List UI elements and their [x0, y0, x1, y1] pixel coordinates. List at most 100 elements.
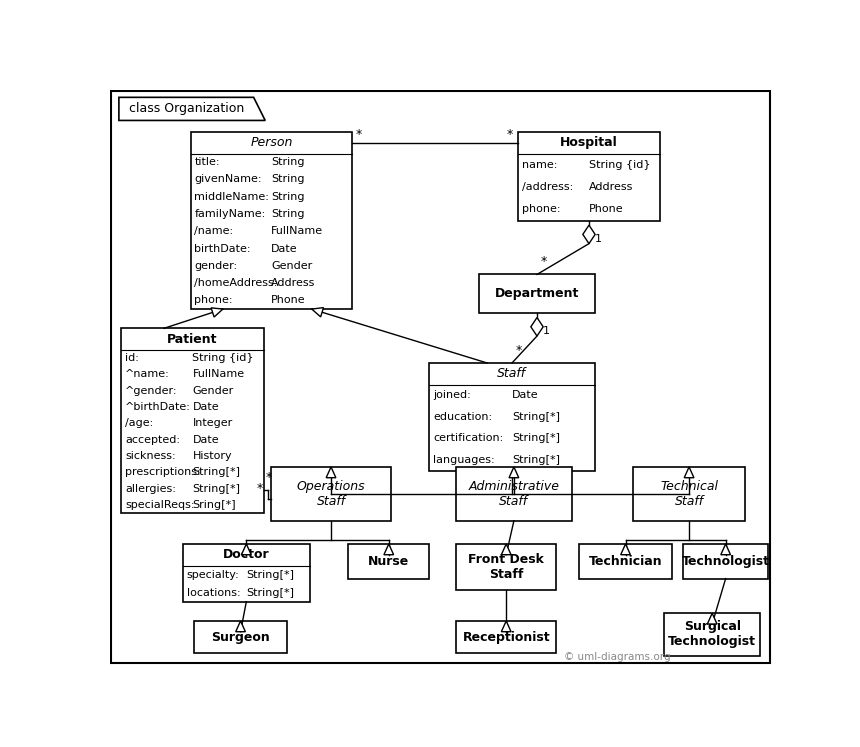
Text: String: String — [272, 157, 304, 167]
Text: Front Desk
Staff: Front Desk Staff — [468, 553, 544, 581]
Bar — [429, 363, 595, 471]
Bar — [272, 467, 390, 521]
Bar — [191, 132, 353, 309]
Polygon shape — [211, 308, 223, 317]
Text: phone:: phone: — [522, 205, 560, 214]
Text: String[*]: String[*] — [512, 455, 560, 465]
Polygon shape — [312, 308, 323, 317]
Text: /address:: /address: — [522, 182, 573, 192]
Text: Operations
Staff: Operations Staff — [297, 480, 366, 508]
Text: middleName:: middleName: — [194, 192, 269, 202]
Polygon shape — [242, 544, 251, 555]
Bar — [664, 613, 760, 656]
Text: 1: 1 — [544, 326, 550, 336]
Text: certification:: certification: — [433, 433, 503, 444]
Text: Staff: Staff — [497, 368, 526, 380]
Text: String[*]: String[*] — [246, 569, 294, 580]
Text: familyName:: familyName: — [194, 209, 266, 219]
Text: Technologist: Technologist — [682, 555, 770, 568]
Text: Gender: Gender — [193, 385, 234, 396]
Bar — [348, 544, 429, 579]
Bar — [518, 132, 660, 220]
Text: ^name:: ^name: — [125, 369, 169, 379]
Polygon shape — [326, 467, 336, 478]
Text: Person: Person — [250, 136, 292, 149]
Polygon shape — [621, 544, 630, 555]
Text: Receptionist: Receptionist — [463, 630, 550, 644]
Text: Date: Date — [193, 402, 219, 412]
Text: String[*]: String[*] — [193, 483, 241, 494]
Text: String[*]: String[*] — [193, 468, 241, 477]
Polygon shape — [685, 467, 694, 478]
Text: phone:: phone: — [194, 296, 233, 306]
Text: String {id}: String {id} — [589, 160, 650, 170]
Text: ^birthDate:: ^birthDate: — [125, 402, 191, 412]
Bar — [121, 329, 264, 513]
Polygon shape — [707, 613, 717, 624]
Polygon shape — [236, 621, 245, 632]
Bar — [456, 621, 556, 654]
Text: specialReqs:: specialReqs: — [125, 500, 194, 510]
Text: title:: title: — [194, 157, 220, 167]
Text: Patient: Patient — [167, 332, 218, 346]
Text: © uml-diagrams.org: © uml-diagrams.org — [564, 651, 671, 662]
Bar — [194, 621, 286, 654]
Polygon shape — [119, 97, 265, 120]
Text: History: History — [193, 451, 232, 461]
Text: *: * — [507, 128, 513, 141]
Text: sickness:: sickness: — [125, 451, 175, 461]
Text: String: String — [272, 192, 304, 202]
Polygon shape — [721, 544, 730, 555]
Text: class Organization: class Organization — [129, 102, 244, 115]
Text: Doctor: Doctor — [223, 548, 270, 561]
Text: languages:: languages: — [433, 455, 494, 465]
Text: locations:: locations: — [187, 588, 240, 598]
Text: Date: Date — [272, 244, 298, 253]
Text: specialty:: specialty: — [187, 569, 239, 580]
Text: String {id}: String {id} — [193, 353, 254, 363]
Text: Administrative
Staff: Administrative Staff — [469, 480, 559, 508]
Text: givenName:: givenName: — [194, 175, 261, 185]
Bar — [684, 544, 768, 579]
Text: Date: Date — [512, 391, 538, 400]
Text: accepted:: accepted: — [125, 435, 180, 444]
Text: Technician: Technician — [589, 555, 662, 568]
Text: *: * — [516, 344, 522, 357]
Text: Phone: Phone — [589, 205, 624, 214]
Text: Surgeon: Surgeon — [212, 630, 270, 644]
Text: String[*]: String[*] — [512, 412, 560, 422]
Text: FullName: FullName — [272, 226, 323, 236]
Bar — [479, 274, 595, 313]
Text: String: String — [272, 175, 304, 185]
Text: allergies:: allergies: — [125, 483, 176, 494]
Text: String: String — [272, 209, 304, 219]
Text: Date: Date — [193, 435, 219, 444]
Text: Gender: Gender — [272, 261, 312, 271]
Bar — [456, 544, 556, 590]
Text: Hospital: Hospital — [560, 136, 617, 149]
Text: *: * — [541, 255, 547, 268]
Polygon shape — [384, 544, 394, 555]
Text: String[*]: String[*] — [512, 433, 560, 444]
Text: Nurse: Nurse — [368, 555, 409, 568]
Bar — [456, 467, 572, 521]
Text: gender:: gender: — [194, 261, 237, 271]
Text: String[*]: String[*] — [246, 588, 294, 598]
Text: FullName: FullName — [193, 369, 244, 379]
Text: Integer: Integer — [193, 418, 233, 428]
Polygon shape — [583, 225, 595, 244]
Text: Address: Address — [272, 278, 316, 288]
Text: /age:: /age: — [125, 418, 153, 428]
Text: prescriptions:: prescriptions: — [125, 468, 200, 477]
Text: Sring[*]: Sring[*] — [193, 500, 236, 510]
Polygon shape — [501, 621, 511, 632]
Text: education:: education: — [433, 412, 492, 422]
Polygon shape — [501, 544, 511, 555]
Text: *: * — [356, 128, 362, 141]
Text: Surgical
Technologist: Surgical Technologist — [668, 621, 756, 648]
Bar — [633, 467, 745, 521]
Text: /homeAddress:: /homeAddress: — [194, 278, 278, 288]
Text: Address: Address — [589, 182, 633, 192]
Text: birthDate:: birthDate: — [194, 244, 251, 253]
Text: *: * — [266, 471, 273, 484]
